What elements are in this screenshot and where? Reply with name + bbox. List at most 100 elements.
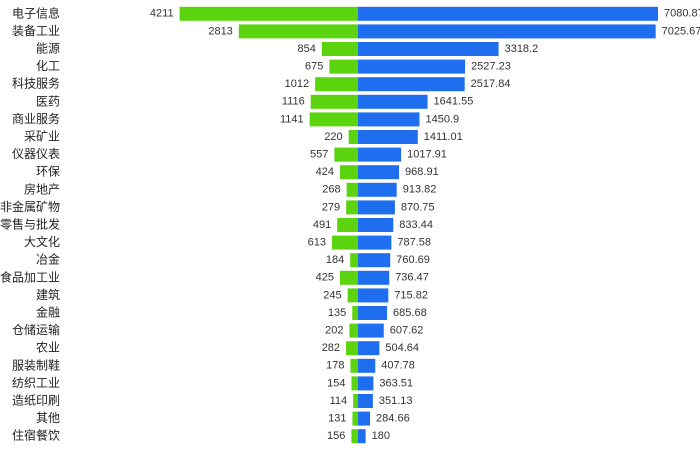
right-series-labels: 7080.87 7025.67 3318.2 2527.23 2517.84 1641.5…	[372, 8, 700, 442]
bar-right-label: 833.44	[399, 219, 433, 231]
bar-right	[358, 253, 391, 268]
bar-left	[352, 306, 358, 320]
bar-left	[348, 130, 358, 144]
bar-left-label: 425	[316, 272, 334, 284]
bar-right	[358, 358, 376, 373]
bar-right	[358, 411, 371, 426]
bar-right	[358, 94, 428, 109]
bar-left-label: 279	[322, 201, 340, 213]
bar-left	[353, 394, 358, 408]
bar-left	[340, 165, 358, 180]
bar-left-label: 613	[308, 237, 326, 249]
bar-left-label: 675	[305, 61, 323, 73]
bar-right	[358, 59, 466, 74]
bar-right-label: 685.68	[393, 307, 427, 319]
category-label: 纺织工业	[12, 376, 60, 390]
bar-left-label: 220	[324, 131, 342, 143]
bar-left	[350, 358, 358, 373]
category-label: 零售与批发	[0, 217, 60, 232]
bar-left	[238, 24, 358, 39]
category-label: 化工	[36, 59, 60, 73]
bar-left-label: 245	[323, 289, 341, 301]
bar-right	[358, 24, 656, 39]
bar-right	[358, 112, 420, 127]
bar-left	[347, 288, 358, 303]
category-label: 服装制鞋	[12, 357, 60, 372]
bar-right-label: 1017.91	[407, 149, 447, 161]
category-label: 商业服务	[12, 111, 60, 126]
category-label: 能源	[36, 42, 60, 56]
bar-right-label: 351.13	[379, 395, 413, 407]
bar-left-label: 1012	[285, 78, 309, 90]
bar-right-label: 870.75	[401, 201, 435, 213]
category-label: 房地产	[24, 181, 60, 196]
bar-left-label: 131	[328, 413, 346, 425]
category-label: 冶金	[36, 252, 60, 267]
bar-right-label: 407.78	[381, 360, 415, 372]
bar-right	[358, 288, 389, 303]
bar-right	[358, 130, 418, 144]
bar-right	[358, 394, 373, 408]
bar-right-label: 968.91	[405, 166, 439, 178]
bar-right	[358, 323, 384, 338]
right-series-bars	[358, 6, 658, 444]
bar-right-label: 7025.67	[662, 25, 700, 37]
category-label: 金融	[36, 305, 60, 320]
bar-left	[352, 411, 358, 426]
bar-right	[358, 182, 397, 197]
bar-right	[358, 218, 394, 232]
bar-right-label: 715.82	[394, 289, 428, 301]
bar-left-label: 491	[313, 219, 331, 231]
category-label: 仓储运输	[12, 322, 60, 337]
bar-right-label: 2527.23	[471, 61, 511, 73]
bar-right-label: 504.64	[385, 342, 419, 354]
bar-right-label: 1411.01	[424, 131, 463, 143]
bar-right	[358, 200, 395, 215]
category-label: 农业	[36, 341, 60, 355]
category-label: 采矿业	[24, 130, 60, 144]
bar-left	[346, 182, 358, 197]
bar-left	[346, 200, 358, 215]
bar-left-label: 1141	[280, 113, 304, 125]
bar-left	[321, 42, 358, 56]
bar-right	[358, 42, 499, 56]
bar-left-label: 114	[330, 395, 348, 407]
category-label: 造纸印刷	[12, 394, 60, 408]
bar-left	[349, 323, 358, 338]
bar-right-label: 760.69	[396, 254, 430, 266]
bar-right-label: 913.82	[403, 184, 437, 196]
bar-right	[358, 235, 392, 250]
bar-right-label: 1641.55	[434, 96, 474, 108]
bar-right-label: 3318.2	[505, 43, 539, 55]
category-label: 大文化	[24, 234, 60, 249]
bar-right	[358, 6, 658, 21]
bar-left	[309, 112, 358, 127]
bar-right-label: 363.51	[379, 377, 413, 389]
category-label: 科技服务	[12, 76, 60, 91]
bar-left-label: 202	[325, 325, 343, 337]
bar-left-label: 178	[326, 360, 344, 372]
bar-right-label: 607.62	[390, 325, 424, 337]
category-labels: 电子信息装备工业能源化工科技服务医药商业服务采矿业仪器仪表环保房地产非金属矿物零…	[0, 5, 60, 442]
bar-left	[334, 147, 358, 162]
bar-right	[358, 306, 388, 320]
bar-right	[358, 77, 465, 92]
bar-left	[351, 429, 358, 444]
bar-left-label: 854	[297, 43, 315, 55]
bar-right-label: 736.47	[395, 272, 429, 284]
category-label: 医药	[36, 94, 60, 108]
bar-left	[337, 218, 358, 232]
bar-left-label: 268	[322, 184, 340, 196]
bar-left	[329, 59, 358, 74]
bar-left	[179, 6, 358, 21]
bar-left	[350, 253, 358, 268]
category-label: 环保	[36, 165, 60, 179]
bar-right-label: 1450.9	[425, 113, 459, 125]
bar-right-label: 7080.87	[664, 8, 700, 20]
left-series-bars	[179, 6, 358, 444]
bar-left	[339, 270, 358, 285]
bar-left	[332, 235, 358, 250]
bar-right	[358, 165, 400, 180]
bar-left-label: 156	[327, 430, 345, 442]
category-label: 其他	[36, 411, 60, 425]
